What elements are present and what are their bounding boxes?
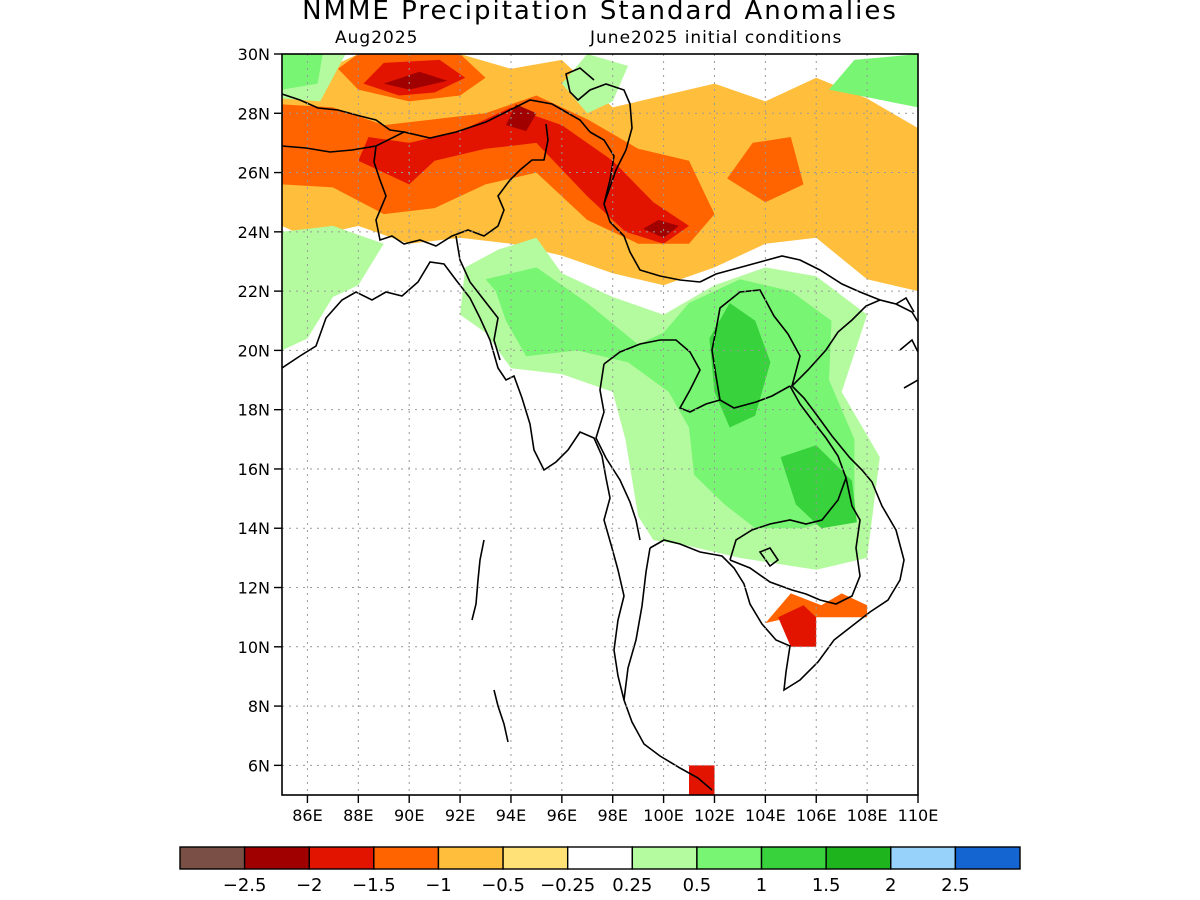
colorbar-label: 0.25 [612, 875, 652, 896]
lat-tick-label: 12N [238, 579, 270, 598]
colorbar-swatch [826, 847, 891, 869]
colorbar-swatch [503, 847, 568, 869]
colorbar-swatch [438, 847, 503, 869]
lon-tick-label: 92E [445, 806, 475, 825]
colorbar-label: −0.25 [540, 875, 595, 896]
lon-tick-label: 104E [745, 806, 786, 825]
colorbar-swatch [374, 847, 439, 869]
colorbar-swatch [245, 847, 310, 869]
colorbar-label: −2.5 [223, 875, 267, 896]
colorbar-label: −1.5 [352, 875, 396, 896]
lat-tick-label: 18N [238, 401, 270, 420]
lon-tick-label: 110E [898, 806, 939, 825]
colorbar-label: −0.5 [481, 875, 525, 896]
lon-tick-label: 96E [547, 806, 577, 825]
colorbar-swatch [309, 847, 374, 869]
lon-tick-label: 98E [597, 806, 627, 825]
lat-tick-label: 24N [238, 223, 270, 242]
lat-tick-label: 10N [238, 638, 270, 657]
colorbar-label: −1 [425, 875, 452, 896]
lat-tick-label: 8N [248, 697, 270, 716]
colorbar-label: 2.5 [941, 875, 970, 896]
lat-tick-label: 28N [238, 104, 270, 123]
colorbar-swatch [180, 847, 245, 869]
colorbar-swatch [891, 847, 956, 869]
lon-tick-label: 106E [796, 806, 837, 825]
lat-tick-label: 22N [238, 282, 270, 301]
lon-tick-label: 94E [496, 806, 526, 825]
lon-tick-label: 86E [292, 806, 322, 825]
lon-tick-label: 102E [694, 806, 735, 825]
island-andaman [472, 540, 508, 742]
colorbar-label: 2 [885, 875, 896, 896]
coastline-east-tip [900, 340, 918, 388]
precipitation-anomaly-map: 6N 8N 10N 12N 14N 16N 18N 20N 22N 24N 26N 28N 30N 86E… [0, 0, 1200, 900]
lat-tick-label: 20N [238, 341, 270, 360]
colorbar-swatch [762, 847, 827, 869]
colorbar-label: 0.5 [683, 875, 712, 896]
lat-tick-label: 26N [238, 164, 270, 183]
lat-tick-label: 16N [238, 460, 270, 479]
lon-tick-label: 100E [643, 806, 684, 825]
lat-tick-label: 6N [248, 756, 270, 775]
lon-tick-label: 88E [343, 806, 373, 825]
colorbar-label: −2 [296, 875, 323, 896]
colorbar-swatch [955, 847, 1020, 869]
coastline-malay [624, 548, 650, 700]
lat-tick-label: 14N [238, 519, 270, 538]
colorbar-swatch [632, 847, 697, 869]
colorbar: −2.5 −2 −1.5 −1 −0.5 −0.25 0.25 0.5 1 1.5 2 2.5 [180, 847, 1020, 896]
colorbar-label: 1 [756, 875, 767, 896]
colorbar-swatch [697, 847, 762, 869]
colorbar-label: 1.5 [812, 875, 841, 896]
colorbar-swatch [568, 847, 633, 869]
lon-tick-label: 90E [394, 806, 424, 825]
lon-tick-label: 108E [847, 806, 888, 825]
anomaly-region [282, 226, 384, 351]
lat-tick-label: 30N [238, 45, 270, 64]
